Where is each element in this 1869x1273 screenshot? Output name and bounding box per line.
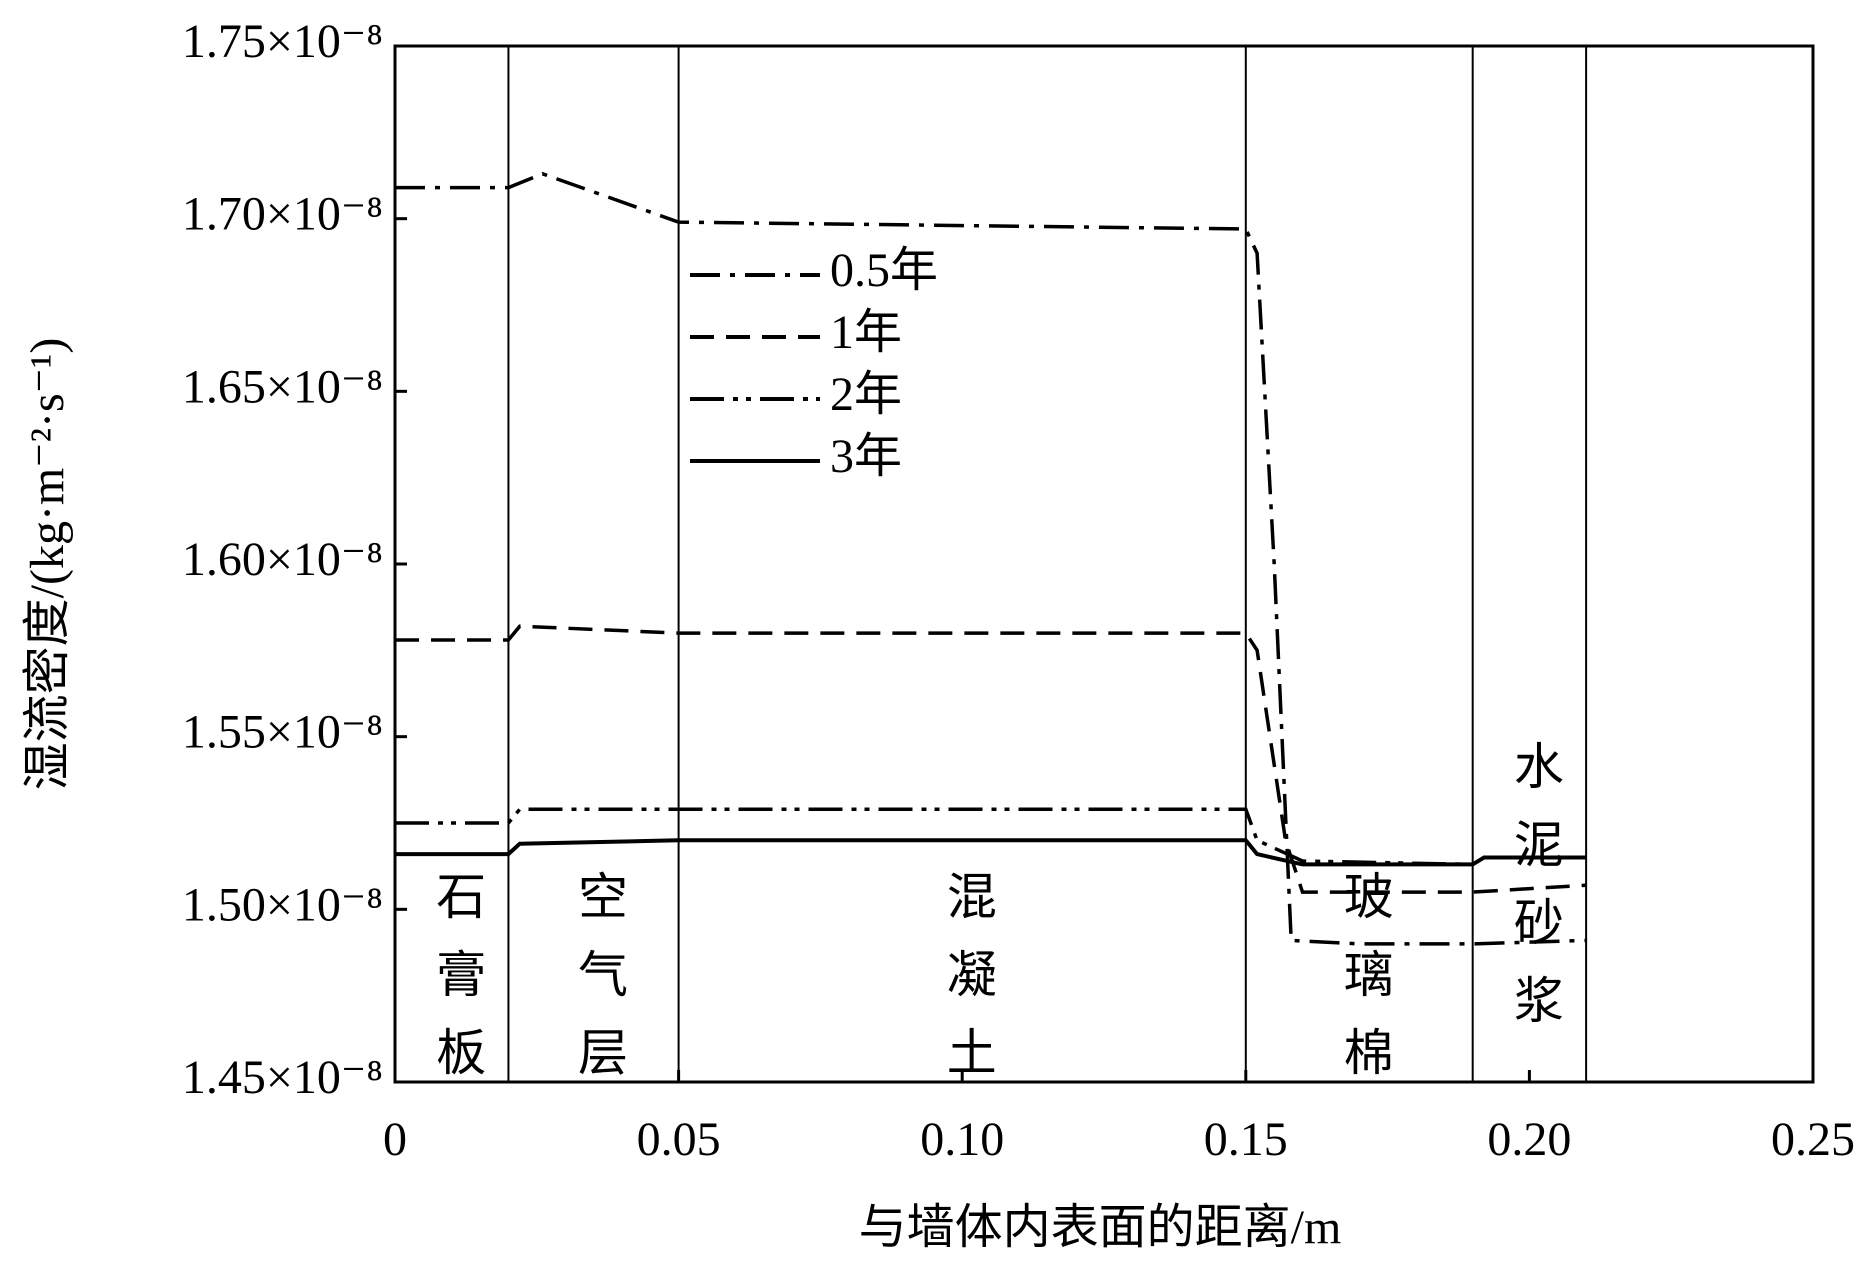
- x-tick-label: 0.20: [1487, 1113, 1571, 1166]
- legend-label: 1年: [830, 306, 902, 359]
- layer-label: 石膏板: [429, 870, 485, 1104]
- x-tick-label: 0.05: [637, 1113, 721, 1166]
- y-tick-label: 1.65×10⁻⁸: [182, 360, 383, 413]
- x-axis-label: 与墙体内表面的距离/m: [859, 1201, 1342, 1254]
- legend-label: 3年: [830, 430, 902, 483]
- x-tick-label: 0: [383, 1113, 407, 1166]
- y-tick-label: 1.45×10⁻⁸: [182, 1051, 383, 1104]
- layer-label: 水泥砂浆: [1507, 740, 1563, 1052]
- y-tick-label: 1.60×10⁻⁸: [182, 533, 383, 586]
- series-line: [395, 807, 1587, 867]
- series-line: [395, 624, 1587, 894]
- series-line: [395, 171, 1587, 946]
- legend-label: 2年: [830, 368, 902, 421]
- y-tick-label: 1.55×10⁻⁸: [182, 706, 383, 759]
- y-tick-label: 1.50×10⁻⁸: [182, 878, 383, 931]
- layer-label: 混凝土: [940, 870, 996, 1104]
- x-tick-label: 0.25: [1771, 1113, 1855, 1166]
- x-tick-label: 0.15: [1204, 1113, 1288, 1166]
- layer-label: 玻璃棉: [1337, 870, 1393, 1104]
- series-line: [395, 838, 1587, 867]
- layer-label: 空气层: [571, 870, 627, 1104]
- y-tick-label: 1.75×10⁻⁸: [182, 15, 383, 68]
- legend-label: 0.5年: [830, 244, 938, 297]
- y-axis-label: 湿流密度/(kg·m⁻²·s⁻¹): [21, 338, 74, 791]
- y-tick-label: 1.70×10⁻⁸: [182, 188, 383, 241]
- x-tick-label: 0.10: [920, 1113, 1004, 1166]
